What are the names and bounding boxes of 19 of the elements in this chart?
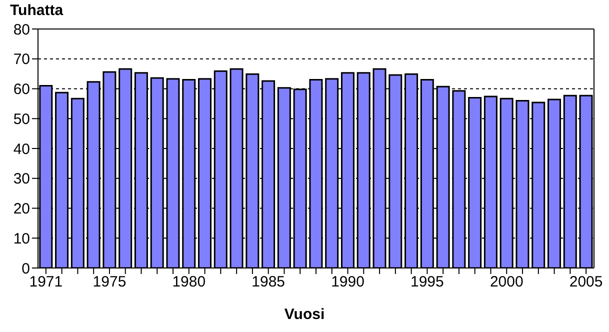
y-axis-title: Tuhatta	[10, 2, 64, 19]
y-tick-label: 50	[13, 110, 30, 128]
x-tick-label: 1985	[252, 274, 286, 291]
x-tick-label: 1995	[410, 274, 444, 291]
y-tick-label: 70	[13, 51, 30, 68]
x-tick-label: 1971	[29, 274, 63, 291]
y-tick-label: 0	[22, 260, 30, 278]
x-tick-label: 1980	[172, 274, 206, 291]
x-tick-label: 1990	[331, 274, 364, 291]
x-tick-label: 2000	[490, 274, 524, 291]
x-axis-title: Vuosi	[283, 306, 326, 323]
y-tick-label: 40	[13, 140, 30, 158]
y-tick-label: 80	[13, 21, 30, 38]
x-tick-label: 1975	[92, 274, 126, 291]
y-tick-label: 60	[13, 81, 30, 98]
y-tick-label: 20	[13, 200, 30, 218]
x-tick-label: 2005	[569, 274, 603, 291]
y-tick-label: 30	[13, 170, 30, 188]
y-tick-label: 10	[13, 230, 30, 248]
